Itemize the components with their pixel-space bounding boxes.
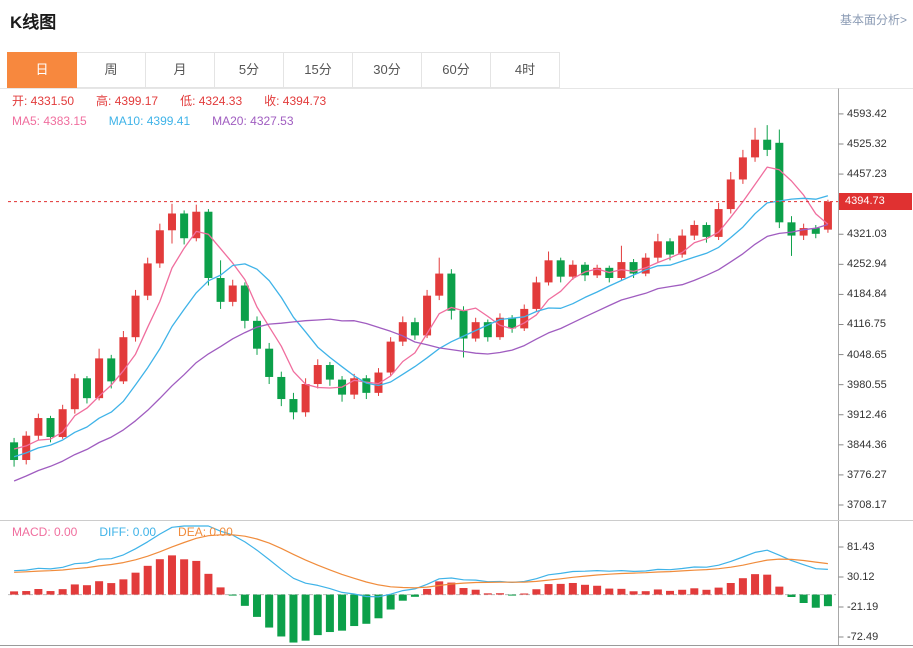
current-price-tag: 4394.73 <box>839 193 912 211</box>
macd-axis-label: -21.19 <box>847 600 879 613</box>
ohlc-info: 开: 4331.50 高: 4399.17 低: 4324.33 收: 4394.73 <box>12 92 348 109</box>
price-axis-label: 4593.42 <box>847 107 887 120</box>
price-axis-label: 3776.27 <box>847 468 887 481</box>
macd-info: MACD: 0.00 DIFF: 0.00 DEA: 0.00 <box>12 525 255 539</box>
price-axis-label: 4525.32 <box>847 137 887 150</box>
info-value: DIFF: 0.00 <box>99 525 157 539</box>
macd-axis-label: -72.49 <box>847 630 879 643</box>
info-value: 收: 4394.73 <box>264 94 327 108</box>
info-value: MACD: 0.00 <box>12 525 78 539</box>
tab-月[interactable]: 月 <box>145 52 215 88</box>
info-value: DEA: 0.00 <box>178 525 233 539</box>
tab-15分[interactable]: 15分 <box>283 52 353 88</box>
price-axis-label: 4252.94 <box>847 258 887 271</box>
info-value: MA5: 4383.15 <box>12 114 87 128</box>
tab-4时[interactable]: 4时 <box>490 52 560 88</box>
info-value: MA20: 4327.53 <box>212 114 294 128</box>
ma-info: MA5: 4383.15 MA10: 4399.41 MA20: 4327.53 <box>12 114 316 128</box>
price-axis-label: 4116.75 <box>847 318 886 331</box>
price-axis-label: 3844.36 <box>847 438 887 451</box>
tab-30分[interactable]: 30分 <box>352 52 422 88</box>
macd-axis-label: 81.43 <box>847 540 875 553</box>
price-axis-label: 3980.55 <box>847 378 887 391</box>
fundamental-analysis-link[interactable]: 基本面分析> <box>839 13 907 27</box>
info-value: 低: 4324.33 <box>180 94 243 108</box>
tab-周[interactable]: 周 <box>76 52 146 88</box>
price-axis-label: 3912.46 <box>847 408 887 421</box>
tab-日[interactable]: 日 <box>7 52 77 88</box>
price-axis-label: 4048.65 <box>847 348 887 361</box>
price-axis-label: 4184.84 <box>847 288 887 301</box>
tab-60分[interactable]: 60分 <box>421 52 491 88</box>
tab-5分[interactable]: 5分 <box>214 52 284 88</box>
price-axis-label: 4321.03 <box>847 228 887 241</box>
price-axis-label: 3708.17 <box>847 498 887 511</box>
info-value: MA10: 4399.41 <box>108 114 191 128</box>
page-title: K线图 <box>10 13 57 32</box>
timeframe-tabs: 日周月 5分 15分 30分 60分 4时 <box>7 52 560 88</box>
price-axis-label: 4457.23 <box>847 168 887 181</box>
info-value: 高: 4399.17 <box>96 94 159 108</box>
info-value: 开: 4331.50 <box>12 94 75 108</box>
macd-axis-label: 30.12 <box>847 570 875 583</box>
